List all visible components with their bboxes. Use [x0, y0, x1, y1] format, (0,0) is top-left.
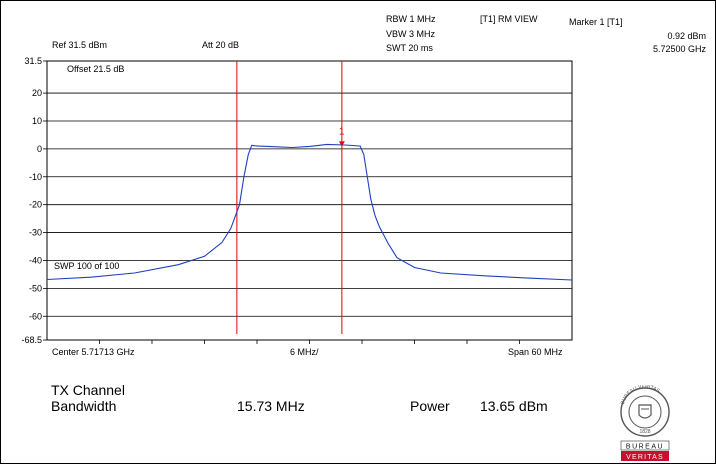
y-tick-label: -20 [29, 200, 42, 210]
y-tick-label: -68.5 [21, 335, 42, 345]
vbw-label: VBW 3 MHz [386, 29, 436, 39]
marker-frequency: 5.72500 GHz [652, 44, 706, 54]
per-division-label: 6 MHz/ [290, 347, 319, 357]
ref-level-label: Ref 31.5 dBm [52, 40, 108, 50]
logo-ring-text: BUREAU VERITAS [620, 385, 661, 405]
y-tick-label: 0 [37, 144, 42, 154]
marker-level: 0.92 dBm [667, 31, 706, 41]
trace-mode-label: [T1] RM VIEW [480, 14, 538, 24]
marker-triangle [338, 141, 345, 147]
y-tick-label: 20 [32, 88, 42, 98]
y-tick-label: -30 [29, 228, 42, 238]
y-tick-label: -50 [29, 283, 42, 293]
attenuation-label: Att 20 dB [202, 40, 240, 50]
marker-title: Marker 1 [T1] [569, 17, 623, 27]
tx-channel-label: TX Channel [51, 382, 125, 398]
bandwidth-label: Bandwidth [51, 398, 117, 414]
span-label: Span 60 MHz [508, 347, 563, 357]
sweep-count-label: SWP 100 of 100 [54, 261, 120, 271]
y-tick-label: -10 [29, 172, 42, 182]
marker-label: 1 [339, 126, 345, 137]
bureau-veritas-logo: BUREAU VERITAS 1828 BUREAU VERITAS [620, 385, 670, 461]
marker: 1 [338, 126, 345, 147]
logo-text-bottom: VERITAS [626, 454, 664, 461]
y-tick-label: -40 [29, 255, 42, 265]
y-axis-ticks: 31.5 20 10 0 -10 -20 -30 -40 -50 -60 -68.5 [21, 56, 47, 345]
shield-icon [638, 404, 652, 419]
logo-text-top: BUREAU [626, 444, 664, 451]
trace-line [46, 143, 573, 281]
trace [46, 143, 573, 281]
power-value: 13.65 dBm [480, 398, 548, 414]
logo-year: 1828 [639, 429, 650, 435]
plot-border [46, 60, 573, 341]
bandwidth-value: 15.73 MHz [237, 398, 305, 414]
swt-label: SWT 20 ms [386, 43, 433, 53]
offset-label: Offset 21.5 dB [67, 64, 125, 74]
y-tick-label: -60 [29, 311, 42, 321]
center-frequency-label: Center 5.71713 GHz [52, 347, 135, 357]
rbw-label: RBW 1 MHz [386, 14, 436, 24]
y-tick-label: 10 [32, 116, 42, 126]
display-lines [236, 61, 343, 334]
y-tick-label: 31.5 [24, 56, 42, 66]
power-label: Power [410, 398, 450, 414]
grid [46, 60, 573, 344]
